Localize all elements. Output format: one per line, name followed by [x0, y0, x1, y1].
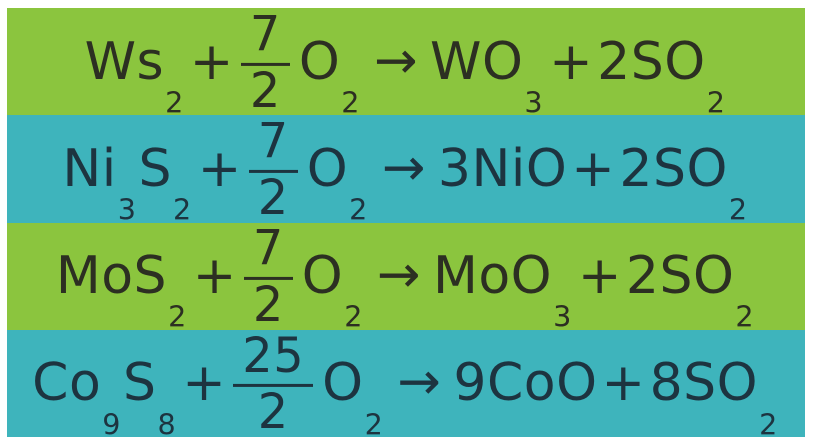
chemical-equation: Ws 2 +7 2 O 2 → WO 3 +2SO 2 — [84, 9, 728, 120]
plus-sign: + — [549, 31, 594, 92]
subscript: 2 — [706, 85, 726, 120]
formula-text: Co — [32, 353, 102, 414]
reaction-arrow-icon: → — [373, 30, 419, 91]
fraction: 25 2 — [233, 332, 314, 441]
subscript: 2 — [165, 85, 184, 120]
equation-table: Ws 2 +7 2 O 2 → WO 3 +2SO 2 Ni 3 S 2 +7 2 O 2 → 3NiO +2SO 2 MoS… — [7, 8, 805, 441]
reaction-arrow-icon: → — [397, 352, 442, 413]
fraction-numerator: 7 — [243, 224, 293, 281]
formula-text: Ni — [62, 138, 117, 199]
subscript: 8 — [157, 406, 177, 441]
subscript: 2 — [364, 406, 384, 441]
formula-text: 9CoO — [453, 353, 598, 414]
plus-sign: + — [571, 138, 616, 199]
formula-text: S — [138, 138, 172, 199]
plus-sign: + — [192, 246, 237, 307]
fraction-denominator: 2 — [257, 170, 289, 226]
equation-row-3: MoS 2 +7 2 O 2 → MoO 3 +2SO 2 — [7, 222, 805, 334]
subscript: 2 — [728, 192, 748, 227]
fraction-numerator: 7 — [248, 117, 298, 173]
formula-text: Ws — [84, 31, 165, 92]
subscript: 2 — [341, 85, 360, 120]
formula-text: MoS — [55, 246, 168, 307]
subscript: 2 — [735, 299, 755, 334]
subscript: 3 — [117, 192, 137, 227]
reaction-arrow-icon: → — [376, 245, 421, 306]
formula-text: 2SO — [619, 138, 728, 199]
plus-sign: + — [189, 31, 234, 92]
subscript: 9 — [102, 406, 121, 441]
formula-text: O — [322, 353, 364, 414]
chemical-equation: Co 9 S 8 +25 2 O 2 → 9CoO +8SO 2 — [32, 331, 780, 441]
formula-text: 2SO — [625, 246, 735, 307]
subscript: 2 — [344, 299, 363, 334]
chemical-equation: Ni 3 S 2 +7 2 O 2 → 3NiO +2SO 2 — [62, 116, 749, 227]
fraction-denominator: 2 — [249, 63, 281, 119]
reaction-arrow-icon: → — [381, 137, 426, 198]
subscript: 2 — [349, 192, 368, 227]
chemical-equation: MoS 2 +7 2 O 2 → MoO 3 +2SO 2 — [55, 223, 756, 334]
fraction-denominator: 2 — [252, 278, 284, 334]
formula-text: MoO — [433, 246, 553, 307]
subscript: 3 — [553, 299, 572, 334]
plus-sign: + — [601, 353, 646, 414]
formula-text: 8SO — [649, 353, 759, 414]
equation-row-1: Ws 2 +7 2 O 2 → WO 3 +2SO 2 — [7, 8, 805, 120]
subscript: 2 — [172, 192, 192, 227]
equation-row-4: Co 9 S 8 +25 2 O 2 → 9CoO +8SO 2 — [7, 329, 805, 441]
plus-sign: + — [577, 246, 622, 307]
subscript: 2 — [759, 406, 778, 441]
formula-text: O — [301, 246, 344, 307]
fraction-numerator: 7 — [240, 10, 290, 66]
fraction-numerator: 25 — [233, 332, 314, 388]
formula-text: 3NiO — [437, 138, 568, 199]
formula-text: 2SO — [597, 31, 706, 92]
fraction-denominator: 2 — [257, 385, 289, 441]
formula-text: O — [306, 138, 349, 199]
equation-row-2: Ni 3 S 2 +7 2 O 2 → 3NiO +2SO 2 — [7, 115, 805, 227]
plus-sign: + — [182, 353, 227, 414]
subscript: 2 — [168, 299, 187, 334]
formula-text: O — [298, 31, 341, 92]
formula-text: WO — [430, 31, 524, 92]
formula-text: S — [122, 353, 157, 414]
subscript: 3 — [524, 85, 544, 120]
plus-sign: + — [197, 138, 242, 199]
